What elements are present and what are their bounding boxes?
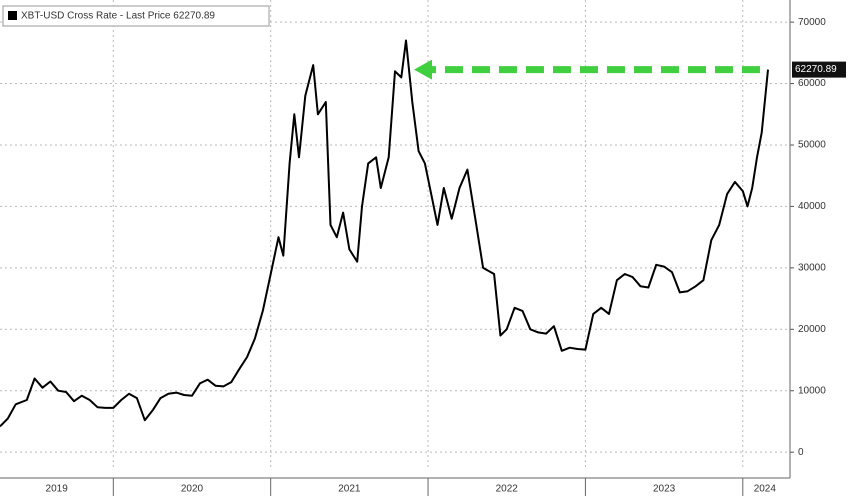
y-tick-label: 70000 bbox=[798, 17, 826, 28]
y-tick-label: 0 bbox=[798, 447, 804, 458]
y-tick-label: 40000 bbox=[798, 201, 826, 212]
price-line bbox=[0, 39, 769, 428]
legend: XBT-USD Cross Rate - Last Price 62270.89 bbox=[2, 5, 270, 27]
x-tick-label: 2020 bbox=[181, 484, 204, 495]
y-tick-label: 20000 bbox=[798, 324, 826, 335]
last-price-tag bbox=[792, 61, 846, 78]
x-tick-label: 2023 bbox=[653, 484, 676, 495]
arrow-head bbox=[414, 59, 432, 80]
x-tick-label: 2024 bbox=[754, 484, 777, 495]
last-price-label: 62270.89 bbox=[795, 64, 837, 75]
y-tick-label: 50000 bbox=[798, 140, 826, 151]
x-tick-label: 2019 bbox=[46, 484, 69, 495]
y-tick-label: 10000 bbox=[798, 385, 826, 396]
x-tick-label: 2022 bbox=[496, 484, 519, 495]
y-tick-label: 60000 bbox=[798, 78, 826, 89]
legend-swatch bbox=[8, 11, 17, 20]
legend-label: XBT-USD Cross Rate - Last Price 62270.89 bbox=[21, 11, 215, 22]
legend-box bbox=[2, 5, 270, 27]
y-tick-label: 30000 bbox=[798, 263, 826, 274]
x-tick-label: 2021 bbox=[338, 484, 361, 495]
